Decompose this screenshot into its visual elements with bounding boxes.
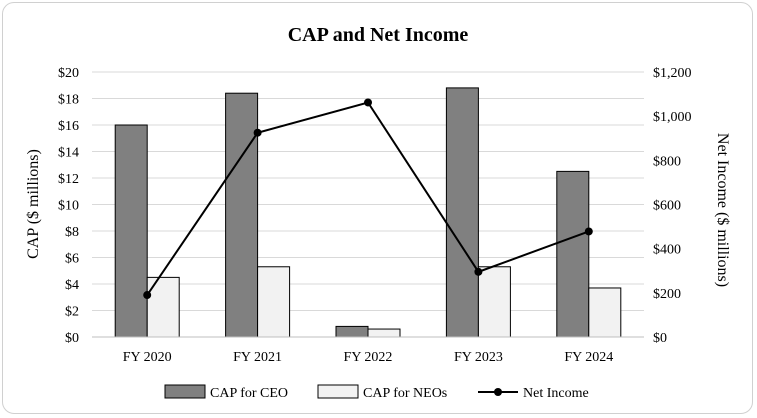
bar-cap-neos — [367, 328, 401, 338]
net-income-point — [584, 227, 593, 236]
net-income-point — [143, 291, 152, 300]
y2-tick-label: $600 — [653, 199, 681, 214]
y2-axis-title: Net Income ($ millions) — [714, 133, 731, 287]
bar-cap-ceo — [114, 124, 148, 338]
net-income-point — [253, 128, 262, 137]
legend-swatch-cap-neos — [317, 384, 359, 399]
y-tick-label: $16 — [58, 119, 79, 134]
x-tick-label: FY 2020 — [123, 350, 172, 365]
y-tick-label: $2 — [65, 305, 79, 320]
net-income-line — [143, 98, 593, 300]
y-tick-label: $8 — [65, 225, 79, 240]
y-tick-label: $14 — [58, 146, 79, 161]
bar-cap-neos — [588, 287, 622, 338]
bar-cap-ceo — [556, 170, 590, 338]
bar-cap-neos — [477, 266, 511, 338]
y-tick-label: $6 — [65, 252, 79, 267]
legend-label-cap-neos: CAP for NEOs — [363, 386, 447, 401]
y-tick-label: $18 — [58, 93, 79, 108]
y-tick-label: $20 — [58, 66, 79, 81]
bar-cap-ceo — [445, 87, 479, 338]
x-tick-label: FY 2021 — [233, 350, 282, 365]
legend-marker-net-income — [494, 388, 502, 396]
y-tick-label: $0 — [65, 331, 79, 346]
legend-swatch-cap-ceo — [164, 384, 206, 399]
bar-cap-ceo — [225, 92, 259, 338]
x-tick-label: FY 2024 — [564, 350, 613, 365]
net-income-series-line — [146, 101, 590, 296]
legend-label-cap-ceo: CAP for CEO — [210, 386, 288, 401]
legend-label-net-income: Net Income — [523, 386, 589, 401]
net-income-point — [474, 267, 483, 276]
bar-cap-ceo — [335, 325, 369, 338]
x-tick-label: FY 2022 — [344, 350, 393, 365]
chart-title: CAP and Net Income — [288, 24, 469, 46]
y2-tick-label: $0 — [653, 331, 667, 346]
y-tick-label: $12 — [58, 172, 79, 187]
y-axis-title: CAP ($ millions) — [25, 149, 42, 259]
y-tick-label: $4 — [65, 278, 79, 293]
y2-tick-label: $1,000 — [653, 110, 692, 125]
axes: $0 $2 $4 $6 $8 $10 $12 $14 $16 $18 $20 $0 $200 $400 $6… — [58, 66, 692, 365]
y2-tick-label: $800 — [653, 154, 681, 169]
x-tick-label: FY 2023 — [454, 350, 503, 365]
y2-tick-label: $200 — [653, 287, 681, 302]
y2-tick-label: $1,200 — [653, 66, 692, 81]
legend: CAP for CEO CAP for NEOs Net Income — [164, 384, 589, 401]
bar-cap-neos — [257, 266, 291, 338]
y2-tick-label: $400 — [653, 243, 681, 258]
net-income-point — [364, 98, 372, 107]
y-tick-label: $10 — [58, 199, 79, 214]
